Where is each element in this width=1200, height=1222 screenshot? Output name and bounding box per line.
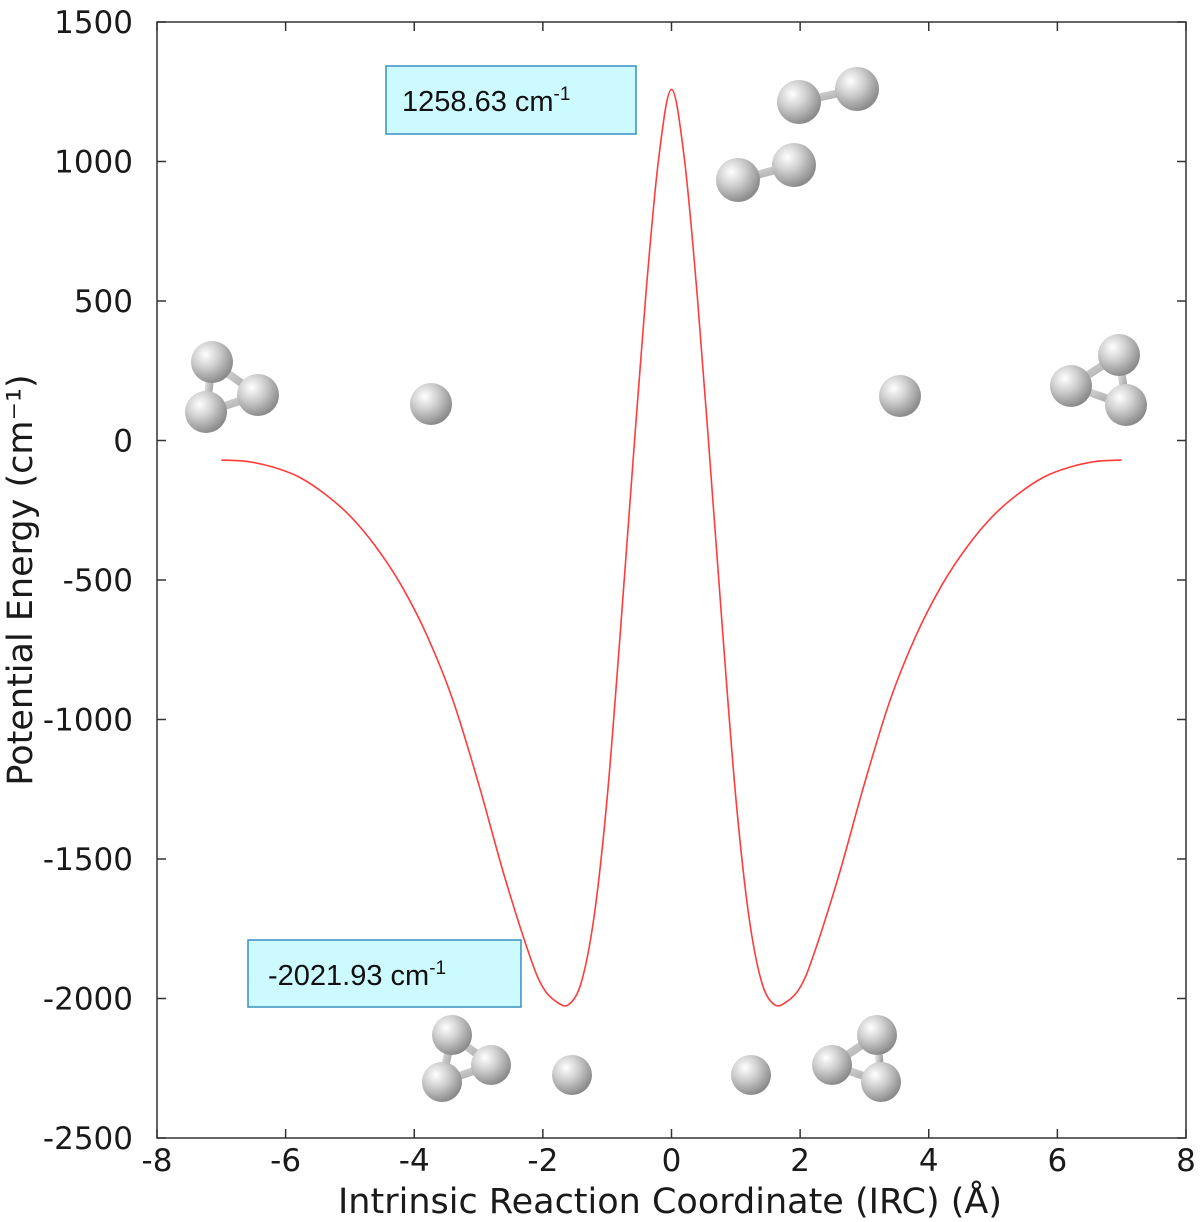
- axis-tick-labels: -8 -6 -4 -2 0 2 4 6 8 -2500 -2000 -1500 -1000 -500 0 50…: [43, 5, 1196, 1179]
- y-tick-label: -2000: [43, 982, 133, 1018]
- diatom-lower-icon: [716, 143, 816, 202]
- atom-right-top-icon: [879, 375, 921, 417]
- x-tick-label: 8: [1176, 1143, 1196, 1179]
- y-tick-label: -500: [63, 563, 133, 599]
- x-tick-label: 0: [662, 1143, 682, 1179]
- y-tick-label: -2500: [43, 1121, 133, 1157]
- y-tick-label: 500: [74, 284, 133, 320]
- x-tick-label: 2: [790, 1143, 810, 1179]
- y-tick-label: 0: [113, 424, 133, 460]
- molecule-triangle-right-bottom-icon: [812, 1015, 901, 1102]
- y-tick-label: 1000: [54, 145, 133, 181]
- x-tick-label: -4: [399, 1143, 430, 1179]
- y-tick-label: -1500: [43, 842, 133, 878]
- x-tick-label: -8: [142, 1143, 173, 1179]
- x-tick-label: 6: [1048, 1143, 1068, 1179]
- atom-right-bottom-icon: [731, 1055, 771, 1095]
- y-tick-label: -1000: [43, 703, 133, 739]
- y-tick-label: 1500: [54, 5, 133, 41]
- axis-ticks: [156, 21, 1187, 1139]
- x-axis-title: Intrinsic Reaction Coordinate (IRC) (Å): [338, 1179, 1002, 1222]
- molecule-triangle-left-top-icon: [185, 341, 279, 433]
- x-tick-label: -6: [270, 1143, 301, 1179]
- well-annotation-text: -2021.93 cm-1: [268, 958, 446, 992]
- barrier-annotation-text: 1258.63 cm-1: [402, 84, 570, 118]
- atom-left-bottom-icon: [552, 1055, 592, 1095]
- molecule-triangle-right-top-icon: [1050, 334, 1147, 426]
- atom-left-top-icon: [410, 383, 452, 425]
- diatom-upper-icon: [777, 67, 879, 124]
- x-tick-label: -2: [527, 1143, 558, 1179]
- x-tick-label: 4: [919, 1143, 939, 1179]
- energy-curve: [221, 88, 1122, 1007]
- molecule-triangle-left-bottom-icon: [422, 1015, 511, 1102]
- barrier-annotation: 1258.63 cm-1: [385, 65, 637, 135]
- well-annotation: -2021.93 cm-1: [247, 939, 522, 1008]
- y-axis-title: Potential Energy (cm⁻¹): [1, 374, 41, 785]
